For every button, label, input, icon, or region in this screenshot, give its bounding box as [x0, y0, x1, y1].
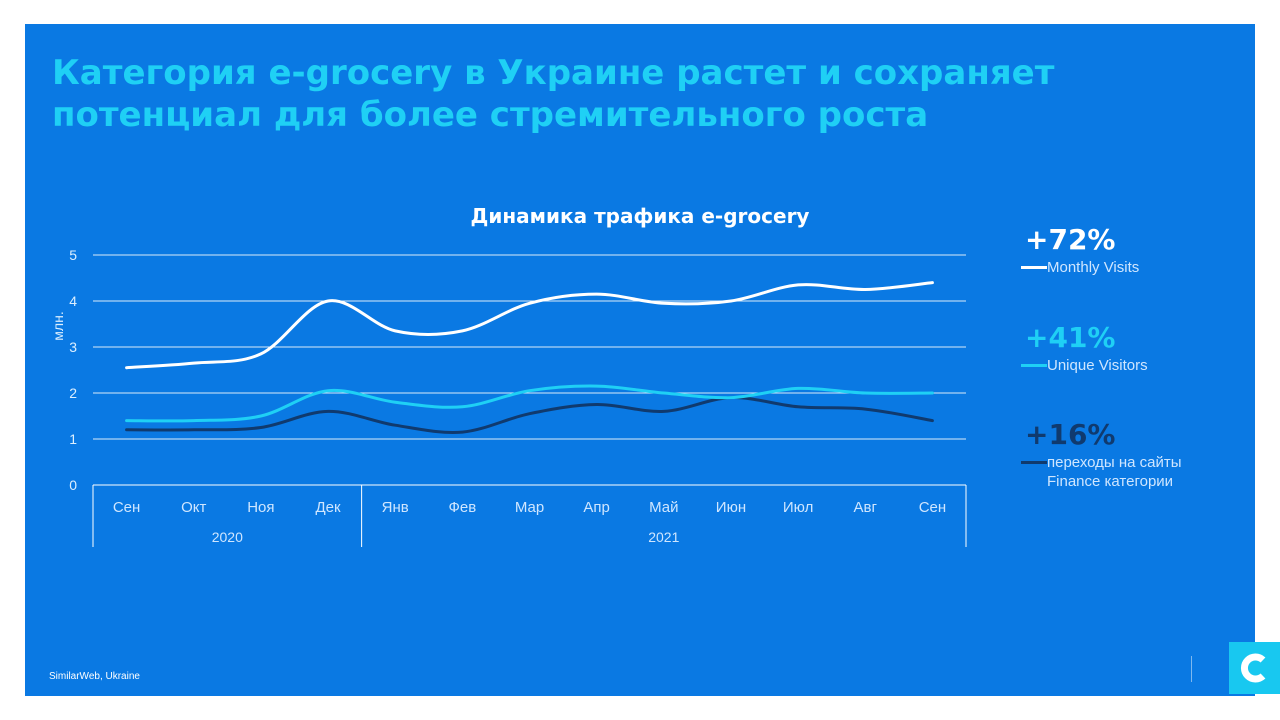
legend-swatch — [1021, 266, 1047, 269]
y-tick-label: 5 — [69, 247, 77, 263]
source-note: SimilarWeb, Ukraine — [49, 671, 140, 682]
x-tick-label: Май — [649, 499, 678, 516]
legend-label: Unique Visitors — [1047, 357, 1148, 374]
x-group-label: 2021 — [648, 529, 679, 545]
series-unique-visitors — [125, 384, 934, 423]
x-tick-label: Апр — [583, 499, 609, 516]
logo-c-icon — [1241, 653, 1266, 683]
legend-swatch — [1021, 461, 1047, 464]
legend-item-monthly-visits: +72% Monthly Visits — [1021, 224, 1139, 277]
series-monthly-visits — [125, 281, 934, 370]
x-tick-label: Июл — [783, 499, 813, 516]
x-tick-label: Дек — [315, 499, 341, 516]
x-tick-label: Июн — [716, 499, 746, 516]
x-tick-label: Фев — [448, 499, 476, 516]
y-tick-label: 4 — [69, 293, 77, 309]
footer-divider — [1191, 656, 1192, 682]
legend-label: Monthly Visits — [1047, 259, 1140, 276]
x-tick-label: Сен — [113, 499, 140, 516]
legend-label: переходы на сайты Finance категории — [1047, 454, 1182, 490]
y-tick-label: 3 — [69, 339, 77, 355]
legend-item-unique-visitors: +41% Unique Visitors — [1021, 322, 1148, 375]
brand-logo — [1229, 642, 1280, 694]
x-tick-label: Сен — [919, 499, 946, 516]
y-tick-label: 2 — [69, 385, 77, 401]
x-tick-label: Мар — [515, 499, 544, 516]
legend-pct: +16% — [1025, 418, 1116, 451]
series-finance-referrals — [125, 396, 934, 434]
legend-item-finance-referrals: +16% переходы на сайты Finance категории — [1021, 419, 1182, 491]
y-tick-label: 0 — [69, 477, 77, 493]
x-group-label: 2020 — [212, 529, 243, 545]
headline-line-2: потенциал для более стремительного роста — [52, 95, 929, 135]
traffic-line-chart: Динамика трафика e-grocery млн. 0 1 2 3 4 5 Сен О… — [50, 204, 967, 547]
y-tick-label: 1 — [69, 431, 77, 447]
y-axis-label: млн. — [50, 311, 66, 340]
headline-line-1: Категория e-grocery в Украине растет и с… — [52, 53, 1055, 93]
slide-headline: Категория e-grocery в Украине растет и с… — [52, 52, 1202, 136]
chart-title: Динамика трафика e-grocery — [471, 204, 810, 228]
legend-swatch — [1021, 364, 1047, 367]
legend-pct: +41% — [1025, 321, 1116, 354]
slide: Категория e-grocery в Украине растет и с… — [25, 24, 1255, 696]
legend-pct: +72% — [1025, 223, 1116, 256]
x-tick-label: Авг — [854, 499, 878, 516]
x-tick-label: Ноя — [247, 499, 274, 516]
x-tick-label: Янв — [382, 499, 409, 516]
x-tick-label: Окт — [181, 499, 206, 516]
